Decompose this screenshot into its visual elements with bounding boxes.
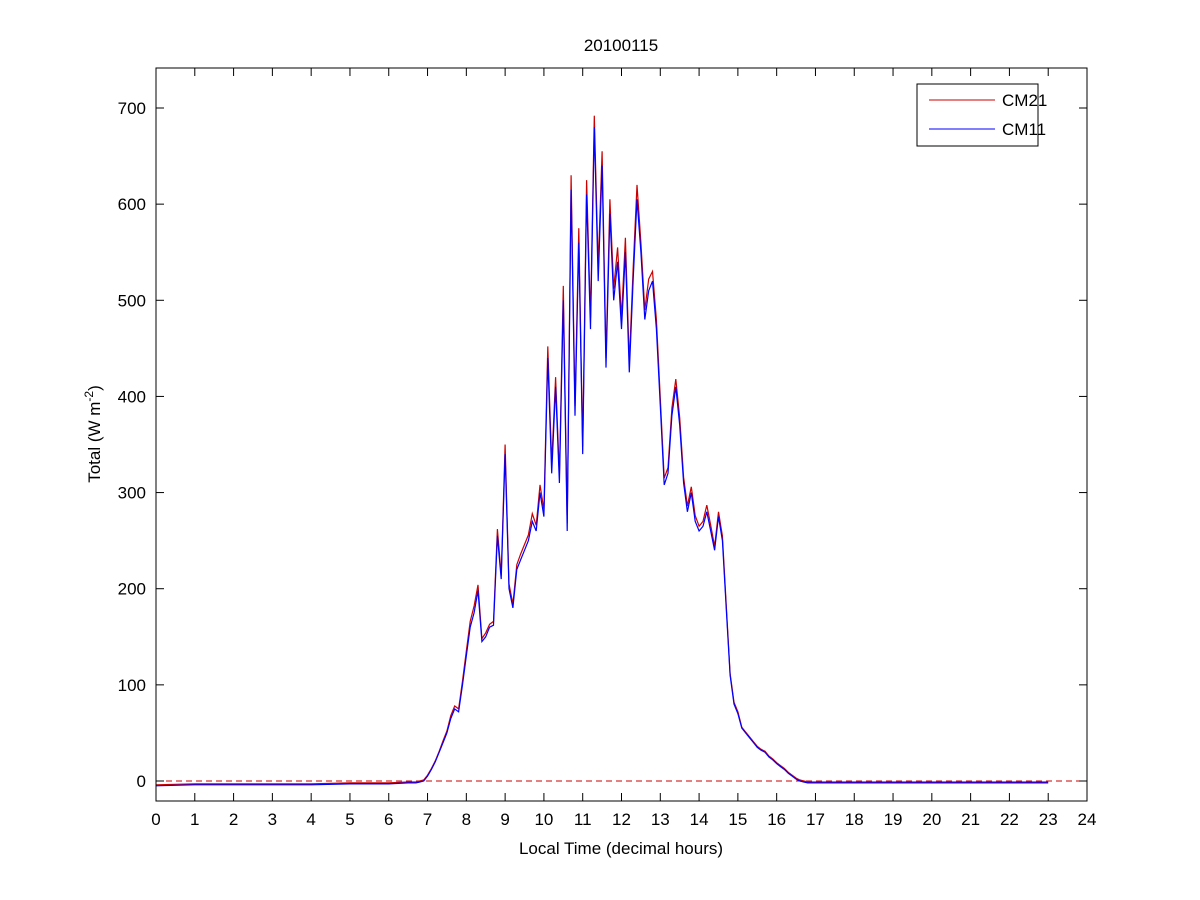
x-tick-label: 15	[728, 810, 747, 829]
y-tick-label: 300	[118, 484, 146, 503]
y-tick-label: 200	[118, 580, 146, 599]
legend-label-cm11: CM11	[1002, 120, 1046, 139]
x-tick-label: 18	[845, 810, 864, 829]
x-tick-label: 21	[961, 810, 980, 829]
chart-title: 20100115	[584, 36, 658, 55]
axis-ticks: 0 1 2 3 4 5 6 7 8 9 10 11 12 13 14 15 16 17 18 19 20 21 22 23 24…	[118, 68, 1097, 829]
series-line-cm11	[155, 127, 1049, 787]
x-tick-label: 11	[574, 810, 592, 829]
y-axis-label-end: )	[85, 385, 104, 391]
x-tick-label: 20	[922, 810, 941, 829]
x-tick-label: 0	[151, 810, 160, 829]
legend-label-cm21: CM21	[1002, 91, 1047, 110]
y-tick-label: 400	[118, 387, 146, 406]
x-tick-label: 5	[345, 810, 354, 829]
x-tick-label: 13	[651, 810, 670, 829]
plot-area	[155, 115, 1087, 787]
x-tick-label: 8	[462, 810, 471, 829]
x-tick-label: 12	[612, 810, 631, 829]
x-tick-label: 9	[500, 810, 509, 829]
x-tick-label: 22	[1000, 810, 1019, 829]
x-tick-label: 24	[1078, 810, 1097, 829]
x-tick-label: 1	[190, 810, 199, 829]
x-axis-label: Local Time (decimal hours)	[519, 839, 723, 858]
series-line-cm21	[155, 115, 1049, 786]
y-tick-label: 600	[118, 195, 146, 214]
y-axis-label: Total (W m-2)	[82, 385, 104, 483]
y-axis-label-main: Total (W m	[85, 402, 104, 483]
x-tick-label: 4	[306, 810, 315, 829]
x-tick-label: 14	[690, 810, 709, 829]
x-tick-label: 10	[534, 810, 553, 829]
legend-box	[916, 83, 1039, 147]
x-tick-label: 19	[884, 810, 903, 829]
y-tick-label: 700	[118, 99, 146, 118]
legend: CM21 CM11	[916, 83, 1047, 147]
x-tick-label: 7	[423, 810, 432, 829]
x-tick-label: 2	[229, 810, 238, 829]
x-tick-label: 16	[767, 810, 786, 829]
x-tick-label: 6	[384, 810, 393, 829]
y-tick-label: 100	[118, 676, 146, 695]
x-tick-label: 17	[806, 810, 825, 829]
x-tick-label: 23	[1039, 810, 1058, 829]
x-tick-label: 3	[268, 810, 277, 829]
y-tick-label: 500	[118, 291, 146, 310]
y-axis-label-superscript: -2	[82, 391, 96, 402]
y-tick-label: 0	[137, 772, 146, 791]
